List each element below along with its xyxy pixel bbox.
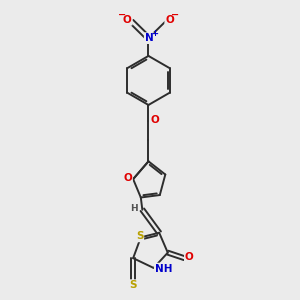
Text: −: − [171, 10, 179, 20]
Text: S: S [136, 231, 143, 242]
Text: O: O [123, 172, 132, 183]
Text: NH: NH [155, 264, 172, 274]
Text: O: O [150, 115, 159, 125]
Text: O: O [185, 252, 194, 262]
Text: O: O [123, 15, 132, 25]
Text: N: N [145, 33, 154, 43]
Text: H: H [130, 204, 138, 213]
Text: O: O [165, 15, 174, 25]
Text: S: S [129, 280, 137, 290]
Text: −: − [118, 10, 127, 20]
Text: +: + [151, 29, 158, 38]
